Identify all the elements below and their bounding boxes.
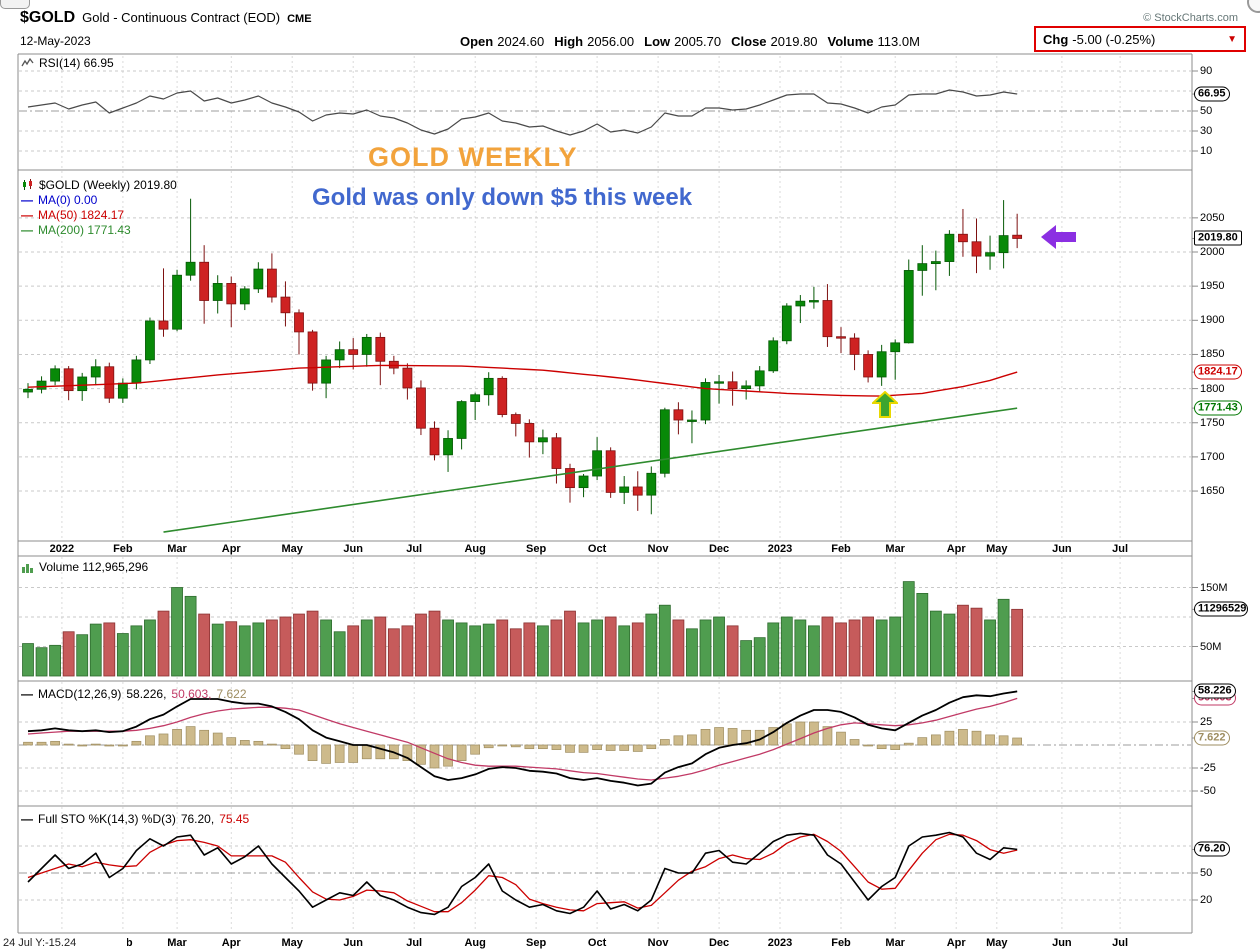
volume-legend: Volume 112,965,296	[39, 560, 149, 574]
quote-chg: Chg -5.00 (-0.25%)	[1043, 31, 1156, 47]
price-legend-block: $GOLD (Weekly) 2019.80 — MA(0) 0.00 — MA…	[21, 177, 177, 237]
ma200-line-icon: —	[21, 222, 33, 237]
annotation-arrow-left	[1041, 225, 1076, 249]
browser-corner-artifact	[0, 0, 30, 9]
annotation-title: GOLD WEEKLY	[368, 142, 578, 172]
quote-high: High 2056.00	[554, 34, 635, 49]
ma50-line-icon: —	[21, 207, 33, 222]
sto-value-k: 76.20,	[180, 812, 215, 826]
macd-legend-row: — MACD(12,26,9) 58.226, 50.603, 7.622	[21, 687, 247, 701]
ma50-legend-row: — MA(50) 1824.17	[21, 207, 177, 222]
rsi-legend-row: RSI(14) 66.95	[21, 56, 114, 70]
exchange: CME	[287, 13, 312, 25]
browser-corner-artifact-2	[1247, 0, 1260, 13]
symbol: $GOLD	[20, 9, 76, 26]
quote-open: Open 2024.60	[460, 34, 545, 49]
symbol-description: Gold - Continuous Contract (EOD)	[82, 10, 281, 25]
chg-dropdown-arrow[interactable]: ▼	[1227, 33, 1237, 45]
quote-close: Close 2019.80	[731, 34, 818, 49]
quote-volume: Volume 113.0M	[827, 34, 920, 49]
macd-value-line: 58.226,	[126, 687, 167, 701]
macd-legend-name: MACD(12,26,9)	[38, 687, 122, 701]
rsi-line-icon	[21, 57, 34, 66]
candlestick-icon	[23, 178, 32, 190]
ma200-legend-row: — MA(200) 1771.43	[21, 222, 177, 237]
volume-legend-row: Volume 112,965,296	[21, 560, 148, 574]
annotation-subtitle: Gold was only down $5 this week	[312, 184, 693, 211]
quote-row: Open 2024.60 High 2056.00 Low 2005.70 Close…	[460, 34, 920, 49]
crosshair-readout: 24 Jul Y:-15.24	[0, 936, 127, 951]
chg-highlight-box: Chg -5.00 (-0.25%) ▼	[1034, 26, 1246, 52]
price-legend: $GOLD (Weekly) 2019.80	[39, 177, 177, 192]
ma50-legend: MA(50) 1824.17	[38, 207, 125, 222]
sto-line-icon: —	[21, 812, 33, 826]
annotation-arrow-up	[872, 391, 898, 418]
sto-legend-name: Full STO %K(14,3) %D(3)	[38, 812, 176, 826]
volume-bars-icon	[22, 563, 33, 573]
quote-low: Low 2005.70	[644, 34, 722, 49]
chart-title-row: $GOLD Gold - Continuous Contract (EOD) C…	[20, 9, 312, 27]
macd-value-hist: 7.622	[216, 687, 247, 701]
macd-value-signal: 50.603,	[171, 687, 212, 701]
ma0-legend-row: — MA(0) 0.00	[21, 192, 177, 207]
ma0-legend: MA(0) 0.00	[38, 192, 98, 207]
chart-date: 12-May-2023	[20, 34, 91, 48]
sto-value-d: 75.45	[219, 812, 250, 826]
rsi-legend: RSI(14) 66.95	[39, 56, 114, 70]
sto-legend-row: — Full STO %K(14,3) %D(3) 76.20, 75.45	[21, 812, 249, 826]
ma200-legend: MA(200) 1771.43	[38, 222, 131, 237]
macd-line-icon: —	[21, 687, 33, 701]
copyright: © StockCharts.com	[1143, 12, 1238, 24]
ma0-line-icon: —	[21, 192, 33, 207]
